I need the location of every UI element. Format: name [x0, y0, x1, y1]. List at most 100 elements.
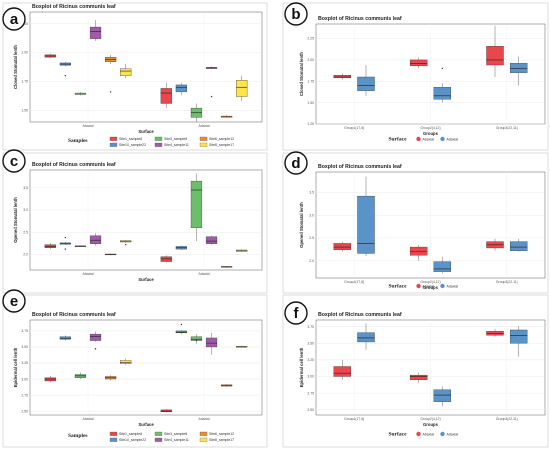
chart-title: Boxplot of Ricinus communis leaf [318, 312, 402, 318]
y-tick-label: 2.25 [307, 37, 314, 41]
box-Adaxial [357, 76, 375, 91]
box-Abaxial [409, 59, 428, 67]
box-Site1_sample6 [160, 409, 172, 412]
y-tick-label: 3.5 [309, 191, 314, 195]
outlier-point [441, 67, 444, 70]
legend-swatch [416, 283, 421, 289]
box-Site4_sample11 [205, 337, 218, 348]
box-Abaxial [409, 374, 428, 380]
x-tick-label: Adaxial [198, 417, 209, 421]
y-axis-label: Epidermal cell lenth [299, 347, 304, 387]
box-Abaxial [486, 46, 504, 66]
legend-swatch [109, 136, 118, 141]
legend-item-label: Site1_sample6 [119, 137, 142, 141]
legend-item-label: Site4_sample11 [164, 143, 189, 147]
box-Site10_sample22 [175, 84, 187, 93]
y-tick-label: 1.50 [21, 109, 28, 113]
chart-title: Boxplot of Ricinus communis leaf [318, 164, 402, 170]
box-Abaxial [333, 366, 352, 377]
legend-swatch [416, 431, 421, 437]
legend-swatch [109, 431, 118, 436]
box-Site8_sample17 [120, 360, 132, 364]
y-tick-label: 1.75 [21, 80, 28, 84]
y-tick-label: 3.0 [23, 208, 28, 212]
legend-item-label: Site8_sample17 [209, 143, 234, 147]
y-tick-label: 1.50 [307, 101, 314, 105]
panel-letter: a [10, 11, 19, 28]
y-tick-label: 3.25 [21, 361, 28, 365]
x-tick-label: Abaxial [82, 417, 93, 421]
panel-letter: d [291, 155, 300, 172]
outlier-point [94, 348, 97, 350]
panel-badge [284, 2, 308, 26]
y-tick-label: 3.75 [21, 329, 28, 333]
box-Abaxial [333, 75, 352, 79]
panel-badge [284, 151, 308, 175]
legend-title: Samples [68, 138, 88, 144]
box-Site10_sample22 [59, 336, 71, 340]
x-axis-label: Surface [138, 422, 154, 427]
box-Adaxial [509, 241, 528, 251]
panel-b: Boxplot of Ricinus communis leaf 1.25 1.50… [282, 2, 549, 151]
outlier-point [109, 91, 112, 93]
plot-area [29, 11, 263, 123]
x-tick-label: Adaxial [198, 272, 209, 276]
x-axis-label: Surface [138, 129, 154, 134]
legend-item-label: Site6_sample12 [209, 432, 234, 436]
legend-item-label: Site10_sample22 [119, 143, 146, 147]
outlier-point [64, 236, 67, 239]
panel-letter: e [10, 293, 18, 310]
legend-item-label: Site3_sample8 [164, 432, 187, 436]
legend-title: Surface [389, 432, 408, 438]
panel-badge [2, 149, 26, 173]
y-tick-label: 2.5 [309, 236, 314, 240]
legend-swatch [199, 136, 208, 141]
legend-swatch [199, 142, 208, 147]
y-axis-label: Epidermal cell lenth [13, 347, 18, 387]
box-Site10_sample22 [175, 330, 187, 334]
legend-item-label: Site6_sample12 [209, 137, 234, 141]
y-tick-label: 2.25 [21, 22, 28, 26]
x-tick-label: Group3(22,11) [496, 417, 518, 421]
box-Site4_sample11 [89, 235, 102, 244]
y-tick-label: 3.00 [21, 377, 28, 381]
y-axis-label: Closed Stomatal lenth [299, 52, 304, 96]
x-tick-label: Adaxial [198, 124, 209, 128]
legend-swatch [416, 136, 421, 142]
legend-swatch [199, 437, 208, 442]
outlier-point [180, 323, 183, 326]
legend-item-label: Site1_sample6 [119, 432, 142, 436]
box-Adaxial [357, 332, 375, 343]
y-tick-label: 3.25 [307, 358, 314, 362]
y-tick-label: 3.5 [23, 186, 28, 190]
panel-e: Boxplot of Ricinus communis leaf 2.50 2.75… [2, 289, 268, 448]
y-axis-label: Opened Stomatal lenth [299, 202, 304, 248]
y-tick-label: 2.50 [21, 409, 28, 413]
box-Site8_sample17 [236, 80, 248, 97]
x-tick-label: Group2(4,12) [420, 280, 440, 284]
legend-item-label: Abaxial [423, 432, 435, 436]
y-tick-label: 2.0 [23, 253, 28, 257]
panel-badge [2, 289, 26, 313]
chart-title: Boxplot of Ricinus communis leaf [32, 312, 116, 318]
legend-swatch [154, 136, 163, 141]
panel-letter: c [10, 153, 18, 170]
y-tick-label: 3.75 [307, 325, 314, 329]
legend-swatch [154, 437, 163, 442]
legend-item-label: Site10_sample22 [119, 438, 146, 442]
legend-title: Surface [389, 137, 408, 143]
y-tick-label: 1.25 [307, 122, 314, 126]
plot-area [29, 169, 263, 271]
legend-swatch [199, 431, 208, 436]
y-tick-label: 2.0 [309, 259, 314, 263]
y-axis-label: Closed Stomatal lenth [13, 45, 18, 89]
panel-badge [284, 301, 308, 325]
x-tick-label: Group1(17,6) [344, 280, 364, 284]
legend-swatch [109, 437, 118, 442]
legend-swatch [440, 431, 445, 437]
y-tick-label: 2.00 [21, 51, 28, 55]
y-axis-label: Opened Stomatal lenth [13, 197, 18, 243]
y-tick-label: 2.50 [307, 408, 314, 412]
box-Adaxial [357, 195, 375, 254]
